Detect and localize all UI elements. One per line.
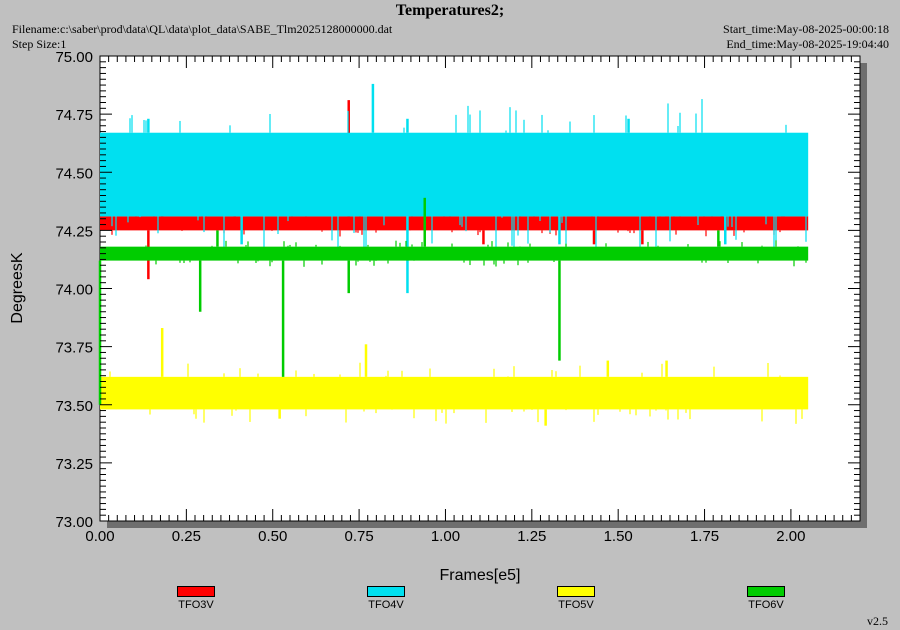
y-tick-label: 75.00 xyxy=(55,49,93,66)
series-band-tfo3v xyxy=(100,216,809,231)
series-tfo6v xyxy=(98,197,809,405)
step-size-label: Step Size:1 xyxy=(12,37,67,51)
x-tick-label: 0.00 xyxy=(85,528,114,545)
start-time-label: Start_time:May-08-2025-00:00:18 xyxy=(723,22,889,36)
legend-label-tfo6v: TFO6V xyxy=(748,599,784,611)
legend-item-tfo5v: TFO5V xyxy=(536,586,616,611)
x-tick-label: 0.75 xyxy=(344,528,373,545)
end-time-label: End_time:May-08-2025-19:04:40 xyxy=(726,37,889,51)
x-tick-labels: 0.00 0.25 0.50 0.75 1.00 1.25 1.50 1.75 2.00 xyxy=(85,528,805,545)
legend-swatch-tfo5v xyxy=(557,586,595,597)
y-tick-label: 74.50 xyxy=(55,165,93,182)
legend-label-tfo5v: TFO5V xyxy=(558,599,594,611)
legend-item-tfo6v: TFO6V xyxy=(726,586,806,611)
x-tick-label: 1.25 xyxy=(517,528,546,545)
series-layer xyxy=(98,83,809,426)
x-axis-label: Frames[e5] xyxy=(440,567,521,584)
x-tick-label: 2.00 xyxy=(776,528,805,545)
y-tick-label: 73.50 xyxy=(55,398,93,415)
x-tick-label: 1.75 xyxy=(690,528,719,545)
legend-label-tfo3v: TFO3V xyxy=(178,599,214,611)
y-tick-labels: 73.00 73.25 73.50 73.75 74.00 74.25 74.50 74.75… xyxy=(55,49,93,531)
series-band-tfo4v xyxy=(100,132,809,217)
series-band-tfo6v xyxy=(100,246,809,261)
x-tick-label: 1.50 xyxy=(604,528,633,545)
version-label: v2.5 xyxy=(867,614,888,628)
y-tick-label: 73.25 xyxy=(55,456,93,473)
y-tick-label: 73.00 xyxy=(55,514,93,531)
legend-item-tfo3v: TFO3V xyxy=(156,586,236,611)
y-tick-label: 73.75 xyxy=(55,340,93,357)
x-tick-label: 0.50 xyxy=(258,528,287,545)
chart-title: Temperatures2; xyxy=(395,2,505,19)
y-tick-label: 74.75 xyxy=(55,107,93,124)
legend-swatch-tfo6v xyxy=(747,586,785,597)
series-band-tfo5v xyxy=(100,376,809,410)
y-tick-label: 74.00 xyxy=(55,282,93,299)
x-tick-label: 0.25 xyxy=(172,528,201,545)
series-tfo4v xyxy=(100,83,809,294)
y-tick-label: 74.25 xyxy=(55,223,93,240)
legend-item-tfo4v: TFO4V xyxy=(346,586,426,611)
legend-label-tfo4v: TFO4V xyxy=(368,599,404,611)
legend-swatch-tfo3v xyxy=(177,586,215,597)
x-tick-label: 1.00 xyxy=(431,528,460,545)
series-tfo5v xyxy=(100,328,809,426)
legend-swatch-tfo4v xyxy=(367,586,405,597)
filename-label: Filename:c:\saber\prod\data\QL\data\plot… xyxy=(12,22,393,36)
y-axis-label: DegreesK xyxy=(9,252,26,323)
ticks-layer xyxy=(99,55,861,522)
